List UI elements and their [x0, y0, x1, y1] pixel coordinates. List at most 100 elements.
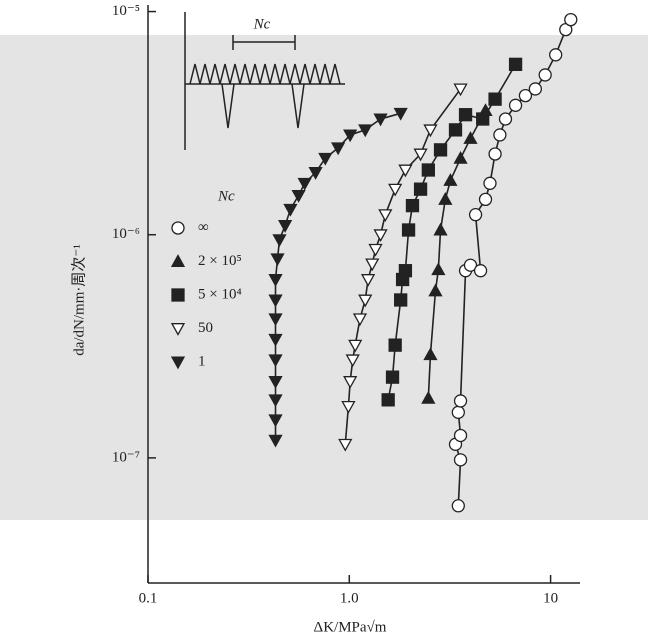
fit-line	[454, 19, 572, 506]
data-point	[343, 376, 358, 389]
y-axis-label: da/dN/mm·周次⁻¹	[70, 244, 87, 356]
data-point	[413, 182, 428, 196]
data-point	[451, 405, 465, 419]
data-point	[401, 223, 416, 237]
data-point	[358, 124, 373, 138]
data-point	[365, 258, 380, 272]
data-point	[518, 88, 533, 103]
legend-marker	[170, 356, 186, 370]
data-point	[308, 167, 323, 180]
data-point	[478, 192, 493, 207]
data-point	[493, 128, 507, 142]
data-point	[291, 189, 306, 203]
data-point	[431, 262, 446, 276]
data-point	[398, 264, 413, 278]
data-point	[345, 354, 360, 368]
scan-background	[0, 35, 648, 520]
data-point	[453, 394, 468, 408]
data-point	[268, 434, 283, 448]
data-point	[423, 347, 438, 361]
data-point	[443, 173, 458, 186]
data-point	[453, 150, 468, 164]
data-point	[528, 82, 542, 96]
data-point	[360, 274, 376, 287]
x-tick-label: 0.1	[139, 590, 158, 606]
y-tick-label: 10⁻⁵	[112, 3, 140, 19]
data-point	[341, 401, 356, 414]
data-point	[453, 428, 468, 443]
legend-label: 1	[198, 353, 206, 369]
data-point	[394, 293, 408, 307]
data-point	[423, 124, 438, 138]
data-point	[433, 222, 448, 236]
data-point	[373, 229, 388, 243]
data-point	[268, 333, 283, 347]
data-point	[488, 92, 502, 106]
x-axis-label: ΔK/MPa√m	[314, 619, 387, 635]
data-point	[373, 113, 388, 127]
data-point	[272, 234, 287, 248]
data-point	[378, 209, 393, 222]
legend-title: Nc	[217, 188, 235, 204]
data-point	[421, 390, 436, 404]
legend-marker	[171, 288, 185, 302]
data-point	[405, 198, 420, 213]
data-point	[381, 393, 395, 407]
legend-label: ∞	[198, 219, 209, 235]
data-point	[483, 176, 497, 190]
data-point	[368, 243, 383, 257]
legend-label: 2 × 10⁵	[198, 253, 242, 269]
data-point	[348, 339, 363, 353]
data-point	[463, 258, 478, 272]
data-point	[438, 192, 453, 205]
data-point	[453, 83, 468, 97]
data-point	[549, 48, 563, 62]
data-point	[398, 164, 413, 178]
data-point	[268, 394, 283, 408]
data-point	[451, 499, 465, 513]
y-tick-label: 10⁻⁶	[112, 226, 140, 242]
data-point	[468, 208, 483, 222]
data-point	[393, 107, 408, 121]
data-point	[268, 354, 283, 368]
data-point	[283, 203, 298, 217]
inset-label: Nc	[253, 16, 271, 32]
data-point	[433, 143, 448, 157]
data-point	[297, 177, 312, 191]
data-point	[473, 264, 488, 278]
data-point	[498, 112, 513, 126]
data-point	[338, 438, 353, 452]
data-point	[318, 152, 333, 166]
data-point	[268, 414, 283, 428]
data-point	[352, 313, 368, 327]
data-point	[508, 57, 523, 72]
data-point	[268, 294, 283, 308]
legend-label: 50	[198, 320, 213, 336]
x-tick-label: 10	[543, 590, 558, 606]
data-point	[463, 131, 478, 144]
data-point	[343, 129, 358, 143]
inset-waveform	[184, 12, 345, 150]
data-point	[331, 142, 346, 156]
data-point	[538, 68, 552, 82]
data-point	[270, 253, 285, 267]
data-point	[476, 112, 490, 126]
data-point	[268, 274, 283, 287]
data-point	[385, 370, 400, 384]
data-point	[388, 183, 403, 197]
data-point	[448, 123, 463, 137]
fit-line	[387, 63, 517, 400]
data-point	[413, 148, 428, 162]
data-point	[278, 220, 293, 233]
legend-marker	[171, 221, 185, 235]
data-point	[453, 453, 468, 467]
data-point	[388, 338, 402, 352]
legend-marker	[170, 323, 186, 336]
data-point	[428, 283, 443, 297]
data-point	[508, 98, 523, 112]
x-tick-label: 1.0	[340, 590, 359, 606]
data-point	[488, 147, 502, 161]
legend-marker	[170, 254, 186, 267]
data-point	[268, 376, 283, 389]
